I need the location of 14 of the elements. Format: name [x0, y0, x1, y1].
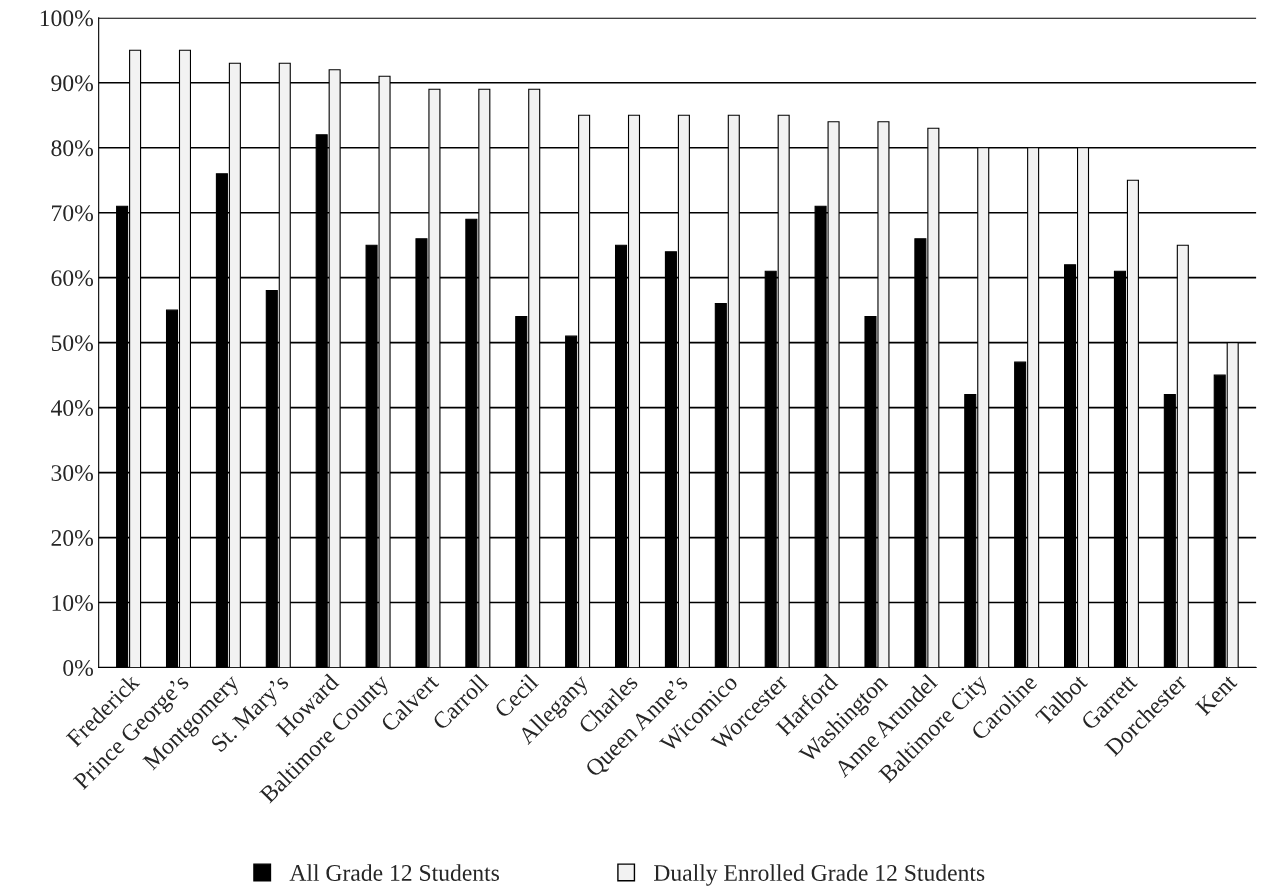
y-tick-label: 70% — [52, 205, 93, 222]
y-tick-label: 90% — [51, 75, 93, 92]
y-tick-label: 80% — [51, 140, 93, 157]
y-tick-label: 60% — [51, 270, 93, 287]
y-tick-label: 10% — [52, 595, 93, 612]
x-tick-label: Kent — [1194, 673, 1238, 717]
y-tick-label: 50% — [51, 335, 93, 352]
legend-label: All Grade 12 Students — [289, 864, 499, 881]
y-tick-label: 0% — [63, 659, 93, 676]
y-tick-label: 100% — [40, 10, 93, 27]
y-tick-label: 40% — [50, 400, 93, 417]
y-tick-label: 20% — [51, 530, 93, 547]
y-tick-label: 30% — [51, 465, 93, 482]
legend-label: Dually Enrolled Grade 12 Students — [654, 864, 985, 886]
